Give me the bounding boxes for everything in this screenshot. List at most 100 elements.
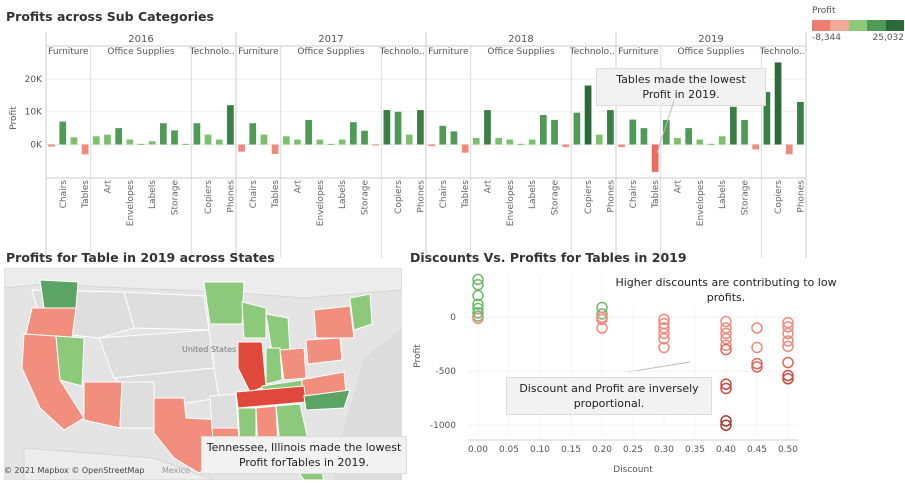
- scatter-point: [720, 322, 732, 334]
- x-tick-label: Art: [673, 180, 683, 194]
- state-washington: [39, 279, 79, 309]
- bar: [115, 128, 122, 145]
- category-header: Furniture: [238, 47, 279, 57]
- tables-lowest-annotation: Tables made the lowest Profit in 2019.: [596, 68, 766, 106]
- year-header: 2016: [128, 34, 153, 45]
- x-tick-label: Labels: [148, 180, 158, 209]
- scatter-point: [658, 341, 670, 354]
- bar: [227, 105, 234, 145]
- x-tick-label: 0.05: [499, 445, 519, 455]
- bar: [752, 144, 760, 150]
- scatter-annotation-inverse: Discount and Profit are inversely propor…: [506, 377, 712, 415]
- bar: [148, 141, 156, 145]
- bar: [506, 139, 514, 145]
- scatter-point: [472, 273, 484, 286]
- scatter-point: [751, 322, 763, 334]
- x-tick-label: Envelopes: [126, 180, 136, 227]
- bar: [81, 144, 89, 155]
- scatter-point: [472, 298, 484, 310]
- legend-swatch: [848, 20, 868, 31]
- category-header: Furniture: [48, 47, 89, 57]
- x-tick-label: Tables: [81, 180, 91, 209]
- bar: [394, 111, 402, 145]
- x-tick-label: 0.20: [592, 445, 612, 455]
- legend-title: Profit: [812, 6, 836, 16]
- bar: [417, 110, 424, 145]
- scatter-point: [720, 315, 732, 328]
- scatter-point: [720, 339, 732, 352]
- scatter-point: [472, 312, 484, 325]
- map-annotation: Tennessee, Illinois made the lowest Prof…: [201, 436, 407, 474]
- y-tick-label: 20K: [25, 75, 43, 85]
- map-country-label: United States: [182, 345, 236, 354]
- scatter-point: [782, 316, 794, 329]
- bar: [327, 143, 335, 145]
- x-tick-label: Storage: [171, 180, 181, 216]
- scatter-point: [751, 361, 763, 373]
- bar: [428, 144, 435, 147]
- year-header: 2018: [508, 34, 533, 45]
- category-header: Technolo...: [379, 47, 428, 57]
- x-tick-label: Phones: [226, 180, 236, 213]
- bar: [562, 144, 570, 148]
- x-tick-label: Copiers: [204, 180, 214, 214]
- bar: [126, 139, 134, 145]
- map-credit: © 2021 Mapbox © OpenStreetMap: [4, 466, 145, 475]
- bar: [763, 92, 771, 145]
- x-tick-label: Phones: [416, 180, 426, 213]
- map-mexico-label: Mexico: [162, 466, 190, 475]
- x-tick-label: Envelopes: [696, 180, 706, 227]
- scatter-point: [658, 313, 670, 326]
- legend-min-label: -8,344: [812, 33, 842, 43]
- x-tick-label: Art: [293, 180, 303, 194]
- x-tick-label: Chairs: [629, 180, 639, 209]
- bar: [316, 139, 324, 145]
- bar: [338, 139, 346, 145]
- x-tick-label: Chairs: [249, 180, 259, 209]
- map-title: Profits for Table in 2019 across States: [6, 250, 275, 265]
- category-header: Technolo...: [759, 47, 808, 57]
- bar: [350, 122, 357, 145]
- bar: [271, 144, 279, 155]
- x-tick-label: Labels: [528, 180, 538, 209]
- bar: [674, 137, 681, 145]
- profit-color-legend: Profit -8,344 25,032: [812, 6, 905, 43]
- bar: [651, 144, 659, 172]
- scatter-point: [782, 335, 794, 347]
- scatter-point: [658, 322, 670, 334]
- y-tick-label: 10K: [25, 108, 43, 118]
- state-new-york: [313, 305, 355, 339]
- bar: [741, 119, 748, 145]
- scatter-point: [472, 289, 484, 302]
- x-tick-label: 0.30: [654, 445, 674, 455]
- scatter-point: [782, 340, 794, 353]
- scatter-point: [751, 341, 763, 354]
- bar: [249, 123, 257, 145]
- bar: [607, 110, 614, 145]
- bar: [528, 139, 536, 145]
- x-tick-label: Envelopes: [506, 180, 516, 227]
- y-axis-title: Profit: [9, 106, 19, 130]
- y-tick-label: -1000: [430, 421, 456, 431]
- scatter-point: [720, 382, 732, 395]
- bar: [718, 136, 726, 145]
- bar: [182, 143, 190, 145]
- scatter-point: [782, 321, 794, 333]
- x-tick-label: Copiers: [584, 180, 594, 214]
- bar: [260, 134, 268, 145]
- scatter-point: [720, 333, 732, 345]
- x-tick-label: Storage: [551, 180, 561, 216]
- scatter-point: [596, 308, 608, 320]
- category-header: Office Supplies: [297, 47, 365, 57]
- state-new-england: [349, 293, 373, 331]
- bar: [774, 62, 782, 145]
- state-indiana: [265, 347, 283, 385]
- x-tick-label: Labels: [338, 180, 348, 209]
- state-wisconsin: [241, 301, 267, 339]
- category-header: Technolo...: [569, 47, 618, 57]
- bar: [707, 143, 715, 145]
- x-tick-label: Tables: [651, 180, 661, 209]
- bar: [495, 137, 502, 145]
- scatter-point: [782, 356, 794, 369]
- bar: [595, 134, 603, 145]
